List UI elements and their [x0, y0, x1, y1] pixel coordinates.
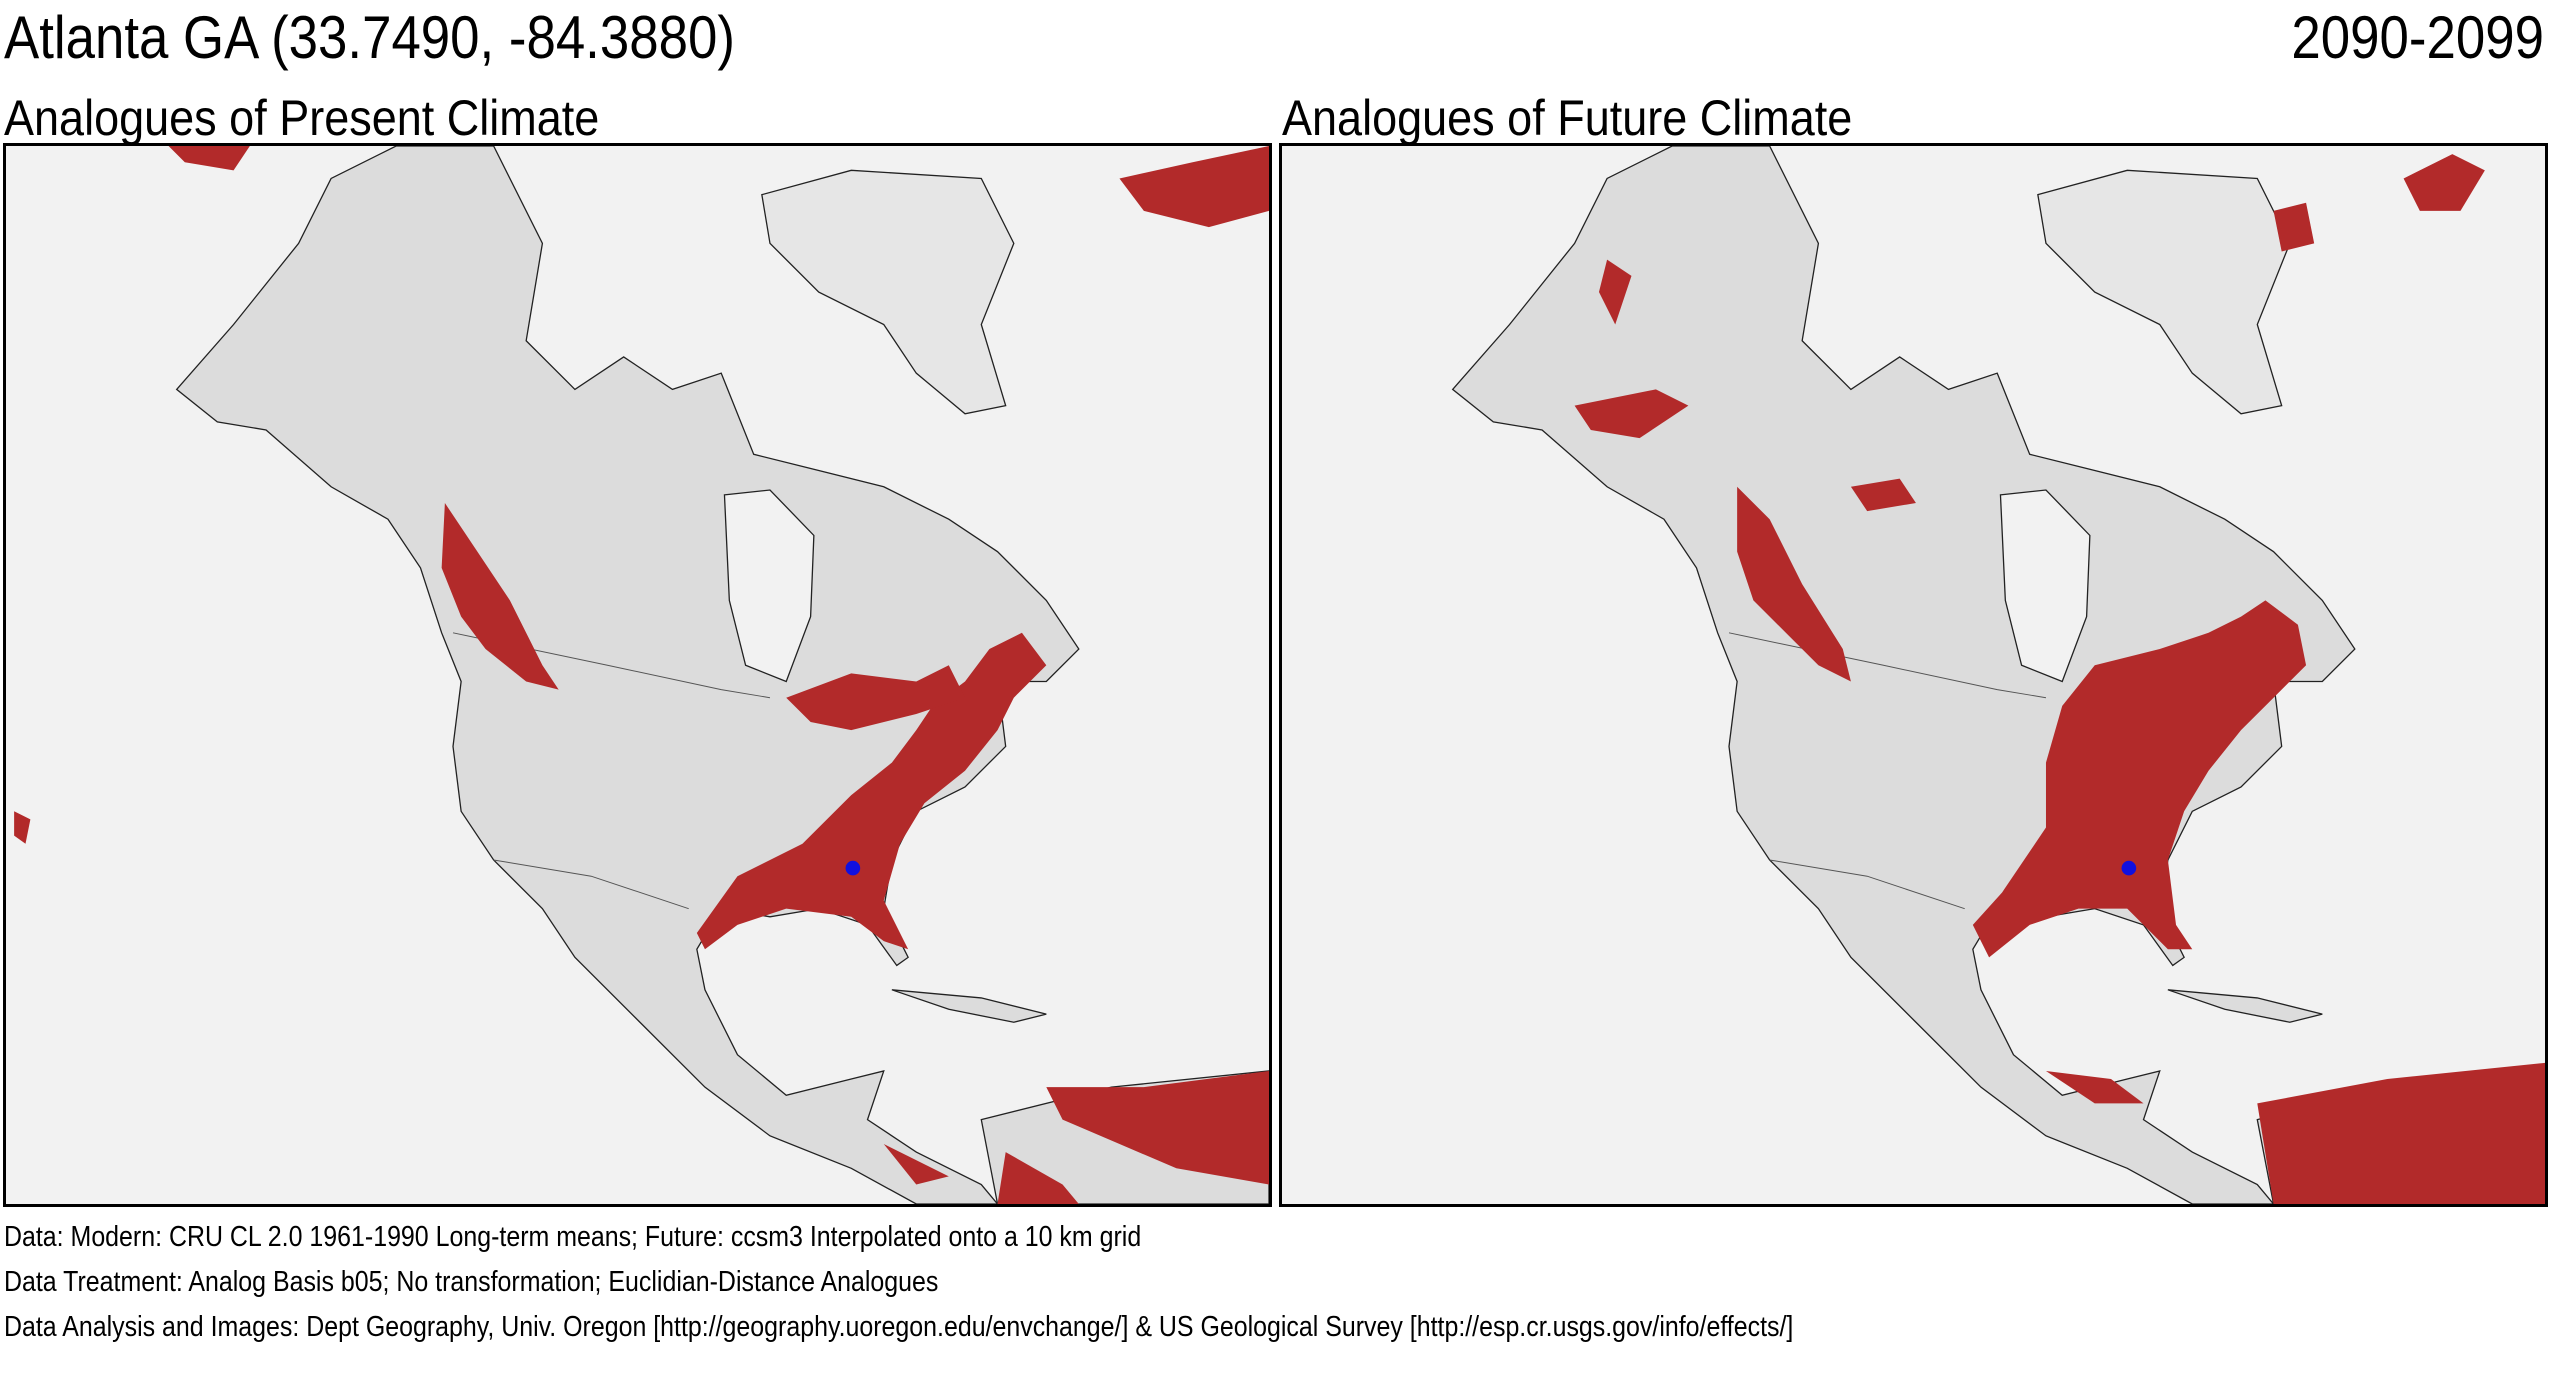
- atlanta-site-marker: [2121, 860, 2137, 876]
- greenland-land: [761, 169, 1015, 415]
- analog-region-7: [2045, 1070, 2144, 1104]
- present-map-svg: [6, 146, 1269, 1204]
- footer-data: Data: Modern: CRU CL 2.0 1961-1990 Long-…: [4, 1221, 1142, 1253]
- atlanta-site-marker: [845, 860, 861, 876]
- present-map-title: Analogues of Present Climate: [4, 90, 600, 146]
- analog-region-4: [1119, 146, 1269, 228]
- analog-region-8: [1598, 259, 1632, 325]
- analog-region-8: [14, 811, 31, 844]
- analog-region-7: [883, 1143, 949, 1185]
- analog-region-6: [2257, 1062, 2545, 1204]
- footer-treatment: Data Treatment: Analog Basis b05; No tra…: [4, 1266, 939, 1298]
- hudson-bay: [723, 489, 815, 683]
- analog-region-3: [168, 146, 250, 171]
- analog-region-4: [2403, 154, 2485, 211]
- location-title: Atlanta GA (33.7490, -84.3880): [4, 4, 735, 71]
- caribbean-islands: [891, 989, 1047, 1023]
- analog-region-5: [1046, 1070, 1269, 1185]
- analog-region-1: [1737, 486, 1851, 682]
- future-climate-map: [1279, 143, 2548, 1207]
- greenland-land: [2037, 169, 2291, 415]
- hudson-bay: [1999, 489, 2091, 683]
- analog-region-2: [1574, 389, 1689, 439]
- analog-region-6: [997, 1152, 1079, 1204]
- analog-region-0: [696, 632, 1047, 950]
- us-mexico-border: [493, 859, 689, 910]
- footer-analysis: Data Analysis and Images: Dept Geography…: [4, 1311, 1794, 1343]
- analog-region-3: [1850, 478, 1916, 512]
- caribbean-islands: [2167, 989, 2323, 1023]
- analog-region-5: [2273, 202, 2315, 252]
- future-map-title: Analogues of Future Climate: [1282, 90, 1853, 146]
- analog-region-1: [786, 665, 966, 731]
- period-title: 2090-2099: [2291, 4, 2544, 71]
- future-map-svg: [1282, 146, 2545, 1204]
- us-mexico-border: [1769, 859, 1965, 910]
- analog-region-2: [441, 502, 559, 690]
- analog-region-0: [1972, 600, 2307, 958]
- north-america-land: [175, 146, 1080, 1204]
- present-climate-map: [3, 143, 1272, 1207]
